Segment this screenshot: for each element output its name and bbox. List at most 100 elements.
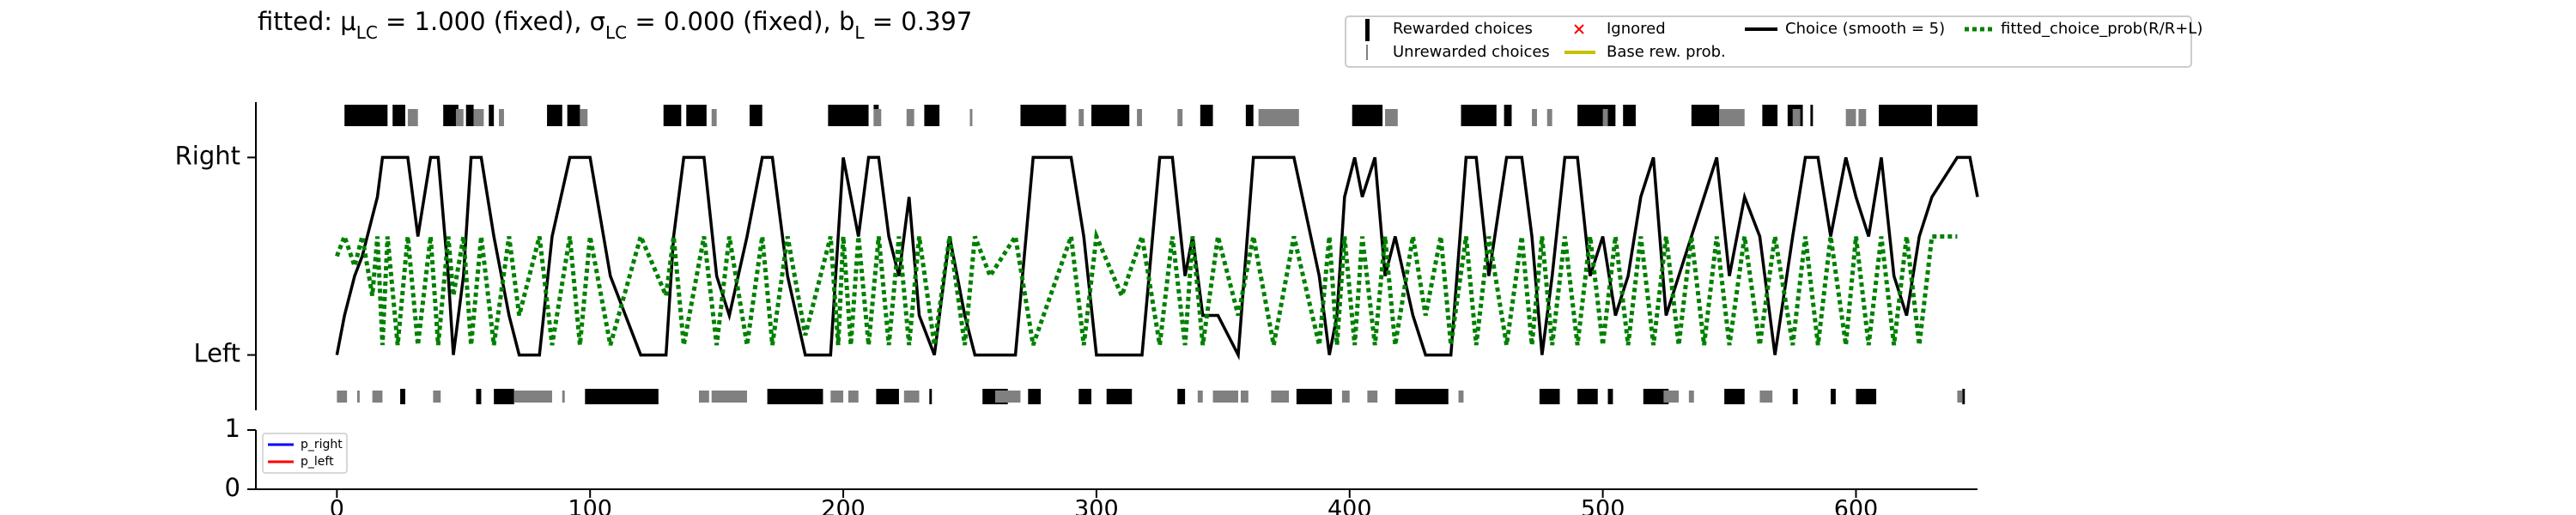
legend-label: Choice (smooth = 5) xyxy=(1785,20,1945,38)
choice-tick xyxy=(562,391,565,403)
choice-tick xyxy=(400,389,405,404)
choice-tick xyxy=(828,105,869,126)
choice-tick xyxy=(1028,389,1042,404)
lower-legend-label: p_right xyxy=(301,438,343,451)
choice-tick xyxy=(1623,105,1636,126)
choice-tick xyxy=(1532,109,1537,126)
choice-tick xyxy=(876,389,899,404)
title-part: fitted: xyxy=(258,7,340,36)
legend-label: Unrewarded choices xyxy=(1393,43,1550,61)
lower-y-tick-label: 0 xyxy=(225,473,240,502)
title-part: = 0.000 (fixed), xyxy=(627,7,839,36)
choice-tick xyxy=(1091,105,1130,126)
choice-tick xyxy=(969,109,973,126)
choice-tick xyxy=(433,391,441,403)
choice-tick xyxy=(873,109,882,126)
choice-tick xyxy=(489,105,495,126)
choice-tick xyxy=(1177,389,1186,404)
choice-tick xyxy=(1719,109,1745,126)
choice-tick xyxy=(1724,389,1745,404)
choice-tick xyxy=(1858,109,1867,126)
legend-label: Ignored xyxy=(1607,20,1666,38)
choice-tick xyxy=(465,105,474,126)
choice-tick xyxy=(1577,105,1616,126)
choice-tick xyxy=(513,391,552,403)
choice-tick xyxy=(1177,109,1183,126)
choice-tick xyxy=(1688,391,1694,403)
choice-tick xyxy=(1691,105,1720,126)
x-tick-label: 200 xyxy=(821,496,866,515)
choice-tick xyxy=(1539,389,1560,404)
choice-tick xyxy=(698,391,709,403)
choice-tick xyxy=(1879,105,1932,126)
choice-tick xyxy=(1830,389,1836,404)
choice-tick xyxy=(1845,109,1856,126)
choice-tick xyxy=(1792,389,1798,404)
choice-tick xyxy=(443,105,459,126)
legend-label: Rewarded choices xyxy=(1393,20,1533,38)
legend-handle xyxy=(1365,19,1370,41)
choice-tick xyxy=(1856,389,1877,404)
x-tick-label: 100 xyxy=(568,496,612,515)
choice-tick xyxy=(1106,389,1133,404)
choice-tick xyxy=(1078,389,1092,404)
choice-tick xyxy=(1240,391,1249,403)
choice-tick xyxy=(929,389,933,404)
choice-tick xyxy=(1643,389,1669,404)
choice-tick xyxy=(547,105,562,126)
choice-tick xyxy=(749,105,762,126)
choice-tick xyxy=(585,389,659,404)
title-part: LC xyxy=(356,22,378,43)
choice-tick xyxy=(1759,391,1773,403)
x-tick-label: 0 xyxy=(330,496,344,515)
legend-label: Base rew. prob. xyxy=(1607,43,1726,61)
title-part: μ xyxy=(340,7,355,36)
choice-tick xyxy=(337,391,348,403)
choice-tick xyxy=(767,389,823,404)
title-part: = 0.397 xyxy=(865,7,973,36)
choice-tick xyxy=(924,105,940,126)
choice-tick xyxy=(1663,391,1680,403)
choice-tick xyxy=(848,391,859,403)
choice-tick xyxy=(663,105,682,126)
title-part: LC xyxy=(605,22,627,43)
choice-tick xyxy=(1394,389,1449,404)
title-part: σ xyxy=(590,7,605,36)
legend-handle xyxy=(1574,24,1584,34)
x-tick-label: 600 xyxy=(1834,496,1879,515)
y-tick-label: Left xyxy=(193,339,240,368)
choice-tick xyxy=(1458,391,1464,403)
choice-tick xyxy=(455,109,464,126)
choice-tick xyxy=(473,109,484,126)
choice-tick xyxy=(1461,105,1497,126)
choice-tick xyxy=(1341,391,1350,403)
choice-tick xyxy=(1792,109,1801,126)
choice-tick xyxy=(392,105,405,126)
choice-tick xyxy=(1504,105,1512,126)
choice-line xyxy=(335,155,1979,360)
choice-tick xyxy=(1245,105,1254,126)
choice-tick xyxy=(567,105,580,126)
choice-tick xyxy=(1385,109,1398,126)
choice-tick xyxy=(1200,105,1213,126)
choice-tick xyxy=(1577,389,1598,404)
choice-tick xyxy=(1296,389,1333,404)
legend-box xyxy=(1345,15,2192,68)
title-part: b xyxy=(839,7,854,36)
choice-tick xyxy=(1271,391,1289,403)
choice-tick xyxy=(1137,109,1142,126)
choice-tick xyxy=(1258,109,1299,126)
x-tick-label: 300 xyxy=(1074,496,1119,515)
choice-tick xyxy=(494,389,514,404)
choice-tick xyxy=(1197,391,1203,403)
choice-tick xyxy=(372,391,383,403)
lower-legend-label: p_left xyxy=(301,455,334,469)
choice-tick xyxy=(1936,105,1978,126)
choice-tick xyxy=(407,109,418,126)
choice-tick xyxy=(711,109,717,126)
choice-tick xyxy=(1212,391,1239,403)
choice-tick xyxy=(1957,391,1963,403)
legend-label: fitted_choice_prob(R/R+L) xyxy=(2001,20,2202,38)
x-tick-label: 500 xyxy=(1581,496,1625,515)
title-part: = 1.000 (fixed), xyxy=(378,7,590,36)
